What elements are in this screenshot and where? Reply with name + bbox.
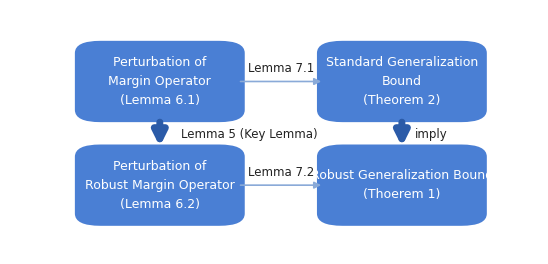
Text: imply: imply — [415, 128, 447, 141]
FancyBboxPatch shape — [317, 41, 487, 122]
Text: Lemma 7.1: Lemma 7.1 — [248, 62, 314, 76]
Text: Lemma 5 (Key Lemma): Lemma 5 (Key Lemma) — [181, 128, 318, 141]
FancyBboxPatch shape — [75, 144, 245, 226]
Text: Robust Generalization Bound
(Thoerem 1): Robust Generalization Bound (Thoerem 1) — [311, 169, 493, 201]
FancyBboxPatch shape — [317, 144, 487, 226]
FancyBboxPatch shape — [75, 41, 245, 122]
Text: Standard Generalization
Bound
(Theorem 2): Standard Generalization Bound (Theorem 2… — [326, 56, 478, 107]
Text: Perturbation of
Robust Margin Operator
(Lemma 6.2): Perturbation of Robust Margin Operator (… — [85, 160, 235, 211]
Text: Perturbation of
Margin Operator
(Lemma 6.1): Perturbation of Margin Operator (Lemma 6… — [109, 56, 211, 107]
Text: Lemma 7.2: Lemma 7.2 — [248, 166, 314, 179]
